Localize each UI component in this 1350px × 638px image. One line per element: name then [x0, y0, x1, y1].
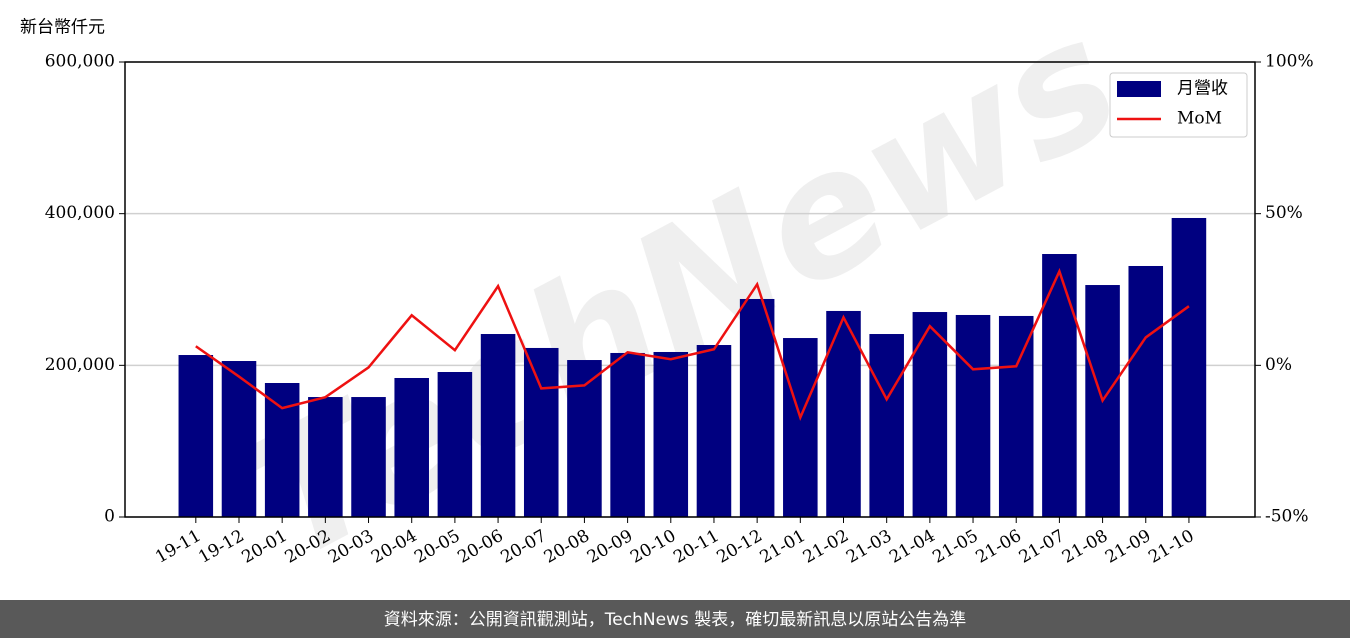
bar — [610, 352, 645, 517]
y-tick-label: 0 — [104, 507, 115, 527]
x-tick-label: 21-05 — [929, 526, 981, 568]
legend-label: 月營收 — [1177, 79, 1228, 99]
line — [195, 267, 1190, 422]
bar — [1171, 217, 1207, 517]
x-tick-label: 20-01 — [238, 526, 290, 568]
x-tick-label: 20-07 — [498, 526, 550, 568]
bar — [998, 315, 1034, 517]
bar — [523, 347, 559, 517]
bar — [567, 360, 602, 517]
x-tick-label: 20-12 — [713, 526, 765, 568]
bar — [1042, 254, 1077, 517]
bar — [480, 334, 516, 517]
bar — [351, 397, 386, 517]
x-tick-label: 21-02 — [800, 526, 852, 568]
bar — [178, 355, 214, 517]
x-tick-label: 21-03 — [843, 526, 895, 568]
bar — [437, 372, 473, 517]
footer-bar — [0, 600, 1350, 638]
x-tick-label: 20-08 — [541, 526, 593, 568]
y-tick-label: 600,000 — [45, 52, 115, 72]
bar — [653, 351, 689, 517]
x-tick-label: 20-10 — [627, 526, 679, 568]
bar — [308, 397, 343, 517]
y-tick-label: 200,000 — [45, 355, 115, 375]
y2-tick-label: 0% — [1265, 355, 1292, 375]
y2-tick-label: 50% — [1265, 203, 1303, 223]
plot-frame — [124, 61, 1256, 518]
y2-tick-label: -50% — [1265, 507, 1309, 527]
x-tick-label: 20-11 — [670, 526, 722, 568]
bar — [394, 377, 429, 517]
bar — [739, 298, 775, 517]
x-tick-label: 20-09 — [584, 526, 636, 568]
x-tick-label: 20-06 — [454, 526, 506, 568]
bar — [696, 345, 732, 517]
y-axis-label: 新台幣仟元 — [20, 18, 105, 38]
bar — [264, 383, 300, 517]
bar — [955, 314, 991, 517]
x-tick-label: 21-10 — [1145, 526, 1197, 568]
x-tick-label: 21-04 — [886, 526, 938, 568]
x-tick-label: 21-07 — [1016, 526, 1068, 568]
bar — [783, 338, 818, 517]
bar — [221, 361, 257, 517]
bar — [869, 334, 904, 517]
x-tick-label: 21-08 — [1059, 526, 1111, 568]
bar — [912, 312, 948, 517]
footer: 資料來源：公開資訊觀測站，TechNews 製表，確切最新訊息以原站公告為準 — [384, 610, 966, 630]
x-tick-label: 21-09 — [1102, 526, 1154, 568]
legend-swatch — [1117, 81, 1161, 97]
x-tick-label: 21-06 — [973, 526, 1025, 568]
x-tick-label: 19-12 — [195, 526, 247, 568]
x-tick-label: 19-11 — [152, 526, 204, 568]
y-tick-label: 400,000 — [45, 203, 115, 223]
y2-tick-label: 100% — [1265, 52, 1314, 72]
legend-label: MoM — [1177, 109, 1222, 129]
x-tick-label: 21-01 — [757, 526, 809, 568]
bar — [1128, 265, 1164, 517]
